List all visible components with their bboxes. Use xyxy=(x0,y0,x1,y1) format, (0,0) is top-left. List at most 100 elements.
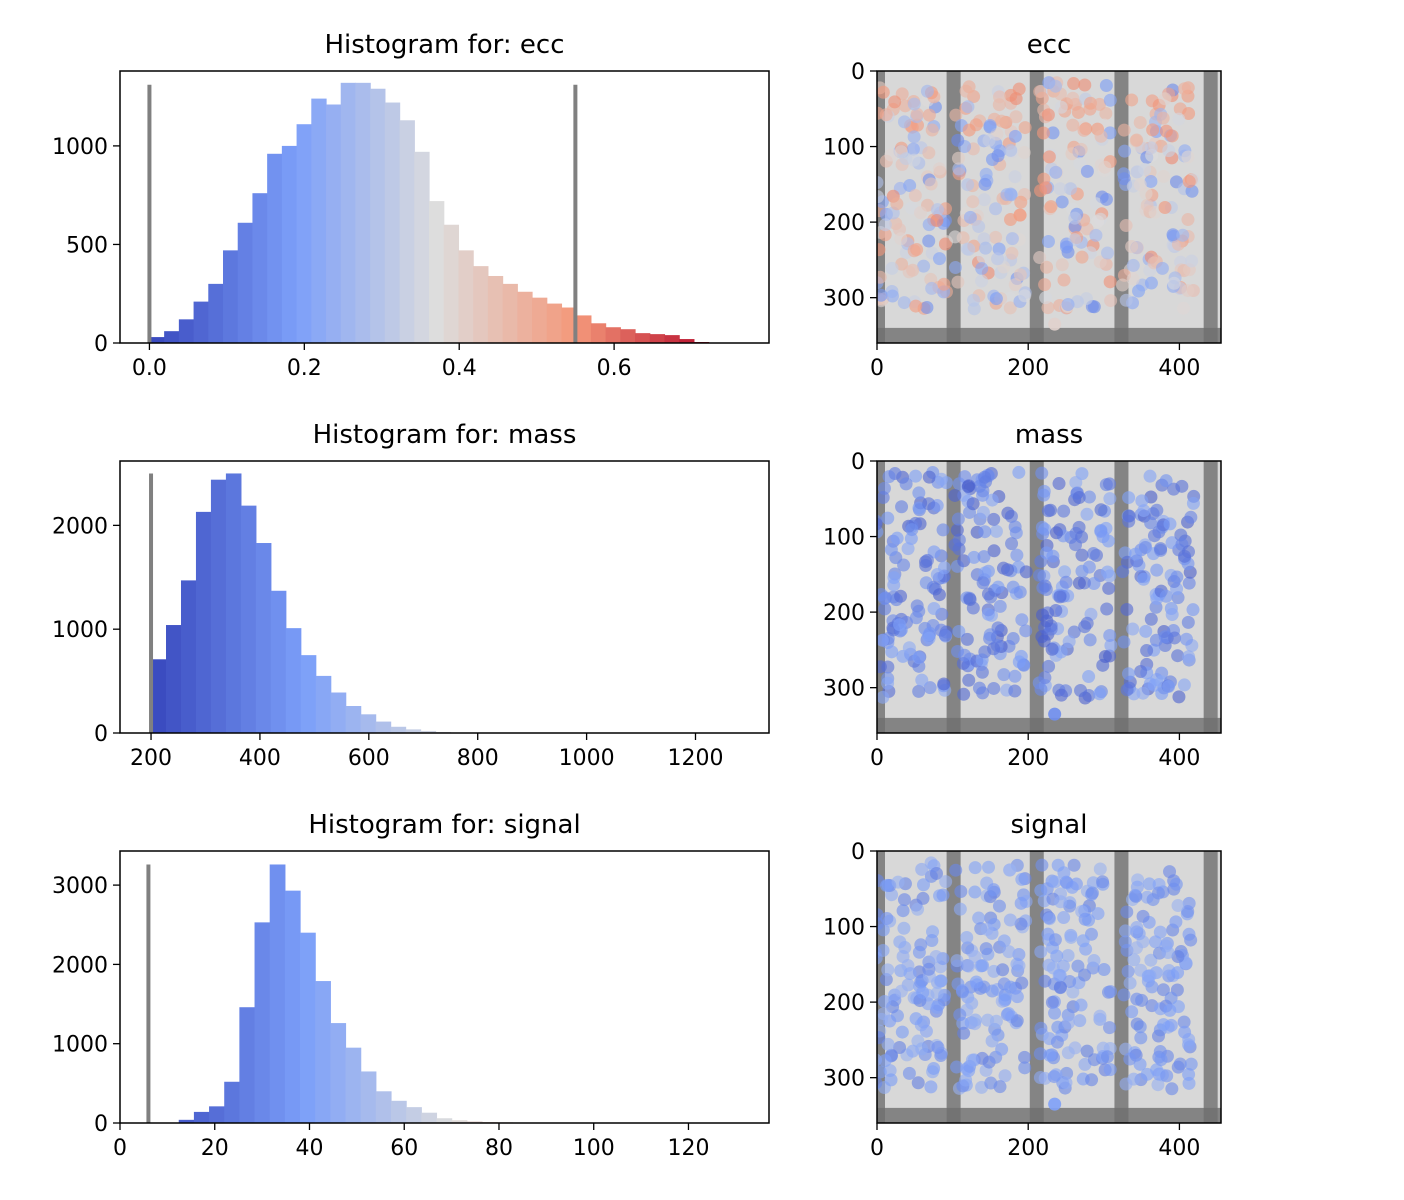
image-dark-band xyxy=(877,717,1221,733)
scatter-point xyxy=(1155,261,1169,275)
scatter-point xyxy=(1045,995,1059,1009)
histogram-bars-2 xyxy=(163,864,574,1123)
histogram-bar xyxy=(193,301,209,343)
scatter-point xyxy=(975,665,989,679)
histogram-bar xyxy=(254,922,271,1123)
panel-title-1: Histogram for: mass xyxy=(313,420,577,450)
scatter-point xyxy=(1038,579,1052,593)
scatter-point xyxy=(1038,974,1052,988)
scatter-point xyxy=(1159,589,1173,603)
scatter-point xyxy=(877,176,884,189)
scatter-points-4 xyxy=(877,465,1201,721)
scatter-point xyxy=(922,497,936,511)
scatter-point xyxy=(878,218,892,232)
scatter-point xyxy=(1119,293,1133,307)
scatter-point xyxy=(997,668,1011,682)
histogram-bar xyxy=(370,88,386,343)
scatter-point xyxy=(934,472,948,486)
scatter-point xyxy=(1052,968,1066,982)
scatter-point xyxy=(877,690,890,704)
scatter-point xyxy=(1100,602,1114,616)
scatter-point xyxy=(1120,602,1134,616)
scatter-point xyxy=(1177,1015,1191,1029)
scatter-point xyxy=(1156,111,1170,125)
scatter-point xyxy=(1186,496,1200,510)
histogram-bar xyxy=(315,675,332,733)
histogram-bar xyxy=(420,730,437,733)
scatter-point xyxy=(968,950,982,964)
scatter-point xyxy=(1182,896,1196,910)
scatter-point xyxy=(932,252,946,266)
scatter-point xyxy=(1120,905,1134,919)
scatter-point xyxy=(1077,123,1091,137)
scatter-point xyxy=(881,676,895,690)
scatter-point xyxy=(1050,1035,1064,1049)
scatter-point xyxy=(972,681,986,695)
scatter-point xyxy=(881,1037,895,1051)
scatter-point xyxy=(1144,276,1158,290)
scatter-point xyxy=(1133,116,1147,130)
histogram-bar xyxy=(466,1121,483,1123)
scatter-point xyxy=(922,962,936,976)
scatter-point xyxy=(1181,213,1195,227)
scatter-point xyxy=(1117,635,1131,649)
scatter-point xyxy=(878,602,892,616)
scatter-point xyxy=(987,883,1001,897)
scatter-point xyxy=(1005,232,1019,246)
scatter-point xyxy=(1014,195,1028,209)
scatter-point xyxy=(1057,504,1071,518)
scatter-point xyxy=(1143,677,1157,691)
scatter-point xyxy=(1059,575,1073,589)
scatter-point xyxy=(1055,258,1069,272)
histogram-bar xyxy=(300,932,316,1123)
scatter-point xyxy=(1132,284,1146,298)
scatter-point xyxy=(1125,240,1139,254)
scatter-point xyxy=(985,1034,999,1048)
scatter-point xyxy=(1171,649,1185,663)
scatter-point xyxy=(1001,563,1015,577)
scatter-point xyxy=(1100,1050,1114,1064)
scatter-point xyxy=(961,100,975,114)
scatter-point xyxy=(953,902,967,916)
scatter-point xyxy=(1093,97,1107,111)
scatter-point xyxy=(1066,91,1080,105)
scatter-point xyxy=(1102,581,1116,595)
scatter-point xyxy=(997,934,1011,948)
scatter-point xyxy=(897,115,911,129)
scatter-point xyxy=(1184,1057,1198,1071)
scatter-point xyxy=(953,1008,967,1022)
scatter-point xyxy=(983,118,997,132)
scatter-point xyxy=(998,992,1012,1006)
scatter-point xyxy=(1002,1007,1016,1021)
scatter-point xyxy=(1117,172,1131,186)
scatter-point xyxy=(1136,909,1150,923)
scatter-point xyxy=(1121,965,1135,979)
histogram-bar xyxy=(284,890,301,1123)
scatter-point xyxy=(895,500,909,514)
scatter-point xyxy=(1182,576,1196,590)
scatter-point xyxy=(1067,625,1081,639)
scatter-point xyxy=(927,601,941,615)
scatter-point xyxy=(902,1066,916,1080)
scatter-point xyxy=(880,911,894,925)
histogram-bar xyxy=(399,120,415,343)
scatter-point xyxy=(1143,969,1157,983)
scatter-point xyxy=(1049,526,1063,540)
scatter-point xyxy=(937,277,951,291)
scatter-point xyxy=(893,1040,907,1054)
scatter-point xyxy=(1185,254,1199,268)
scatter-point xyxy=(1074,998,1088,1012)
scatter-point xyxy=(1072,576,1086,590)
histogram-bar xyxy=(330,1023,347,1123)
x-tick-label: 400 xyxy=(1158,1136,1200,1161)
histogram-bar xyxy=(193,1111,210,1123)
x-tick-label: 1000 xyxy=(559,746,615,771)
scatter-point xyxy=(961,941,975,955)
scatter-point xyxy=(910,599,924,613)
panel-title-3: ecc xyxy=(1027,30,1072,60)
scatter-point xyxy=(949,108,963,122)
scatter-point xyxy=(920,84,934,98)
scatter-point xyxy=(958,648,972,662)
scatter-point xyxy=(1149,633,1163,647)
scatter-point xyxy=(890,531,904,545)
